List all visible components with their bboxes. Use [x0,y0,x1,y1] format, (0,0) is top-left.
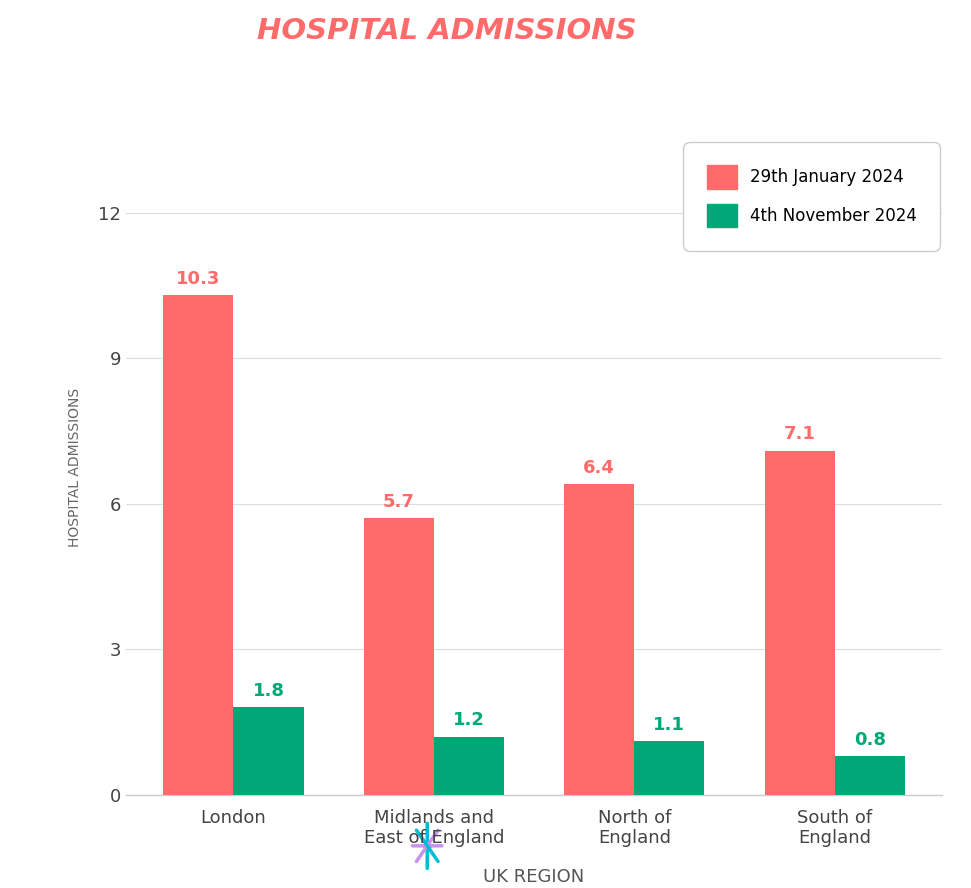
Y-axis label: HOSPITAL ADMISSIONS: HOSPITAL ADMISSIONS [68,388,82,547]
Text: pharmacy: pharmacy [452,850,544,868]
Bar [233,708,304,795]
Legend: 29th January 2024, 4th November 2024: 29th January 2024, 4th November 2024 [690,148,933,244]
Text: 1.8: 1.8 [252,682,285,701]
Text: COMPARING: COMPARING [29,17,237,44]
Text: 1.1: 1.1 [653,716,686,734]
Text: 10.3: 10.3 [176,270,220,289]
Text: 7.1: 7.1 [784,425,816,443]
Bar [764,450,835,795]
Text: HOSPITAL ADMISSIONS: HOSPITAL ADMISSIONS [257,17,637,44]
Text: BY REGION: BY REGION [691,17,880,44]
Bar [163,296,233,795]
Text: click: click [452,829,493,846]
Bar [634,741,704,795]
Bar [364,519,434,795]
X-axis label: UK REGION: UK REGION [484,868,585,886]
Text: 0.8: 0.8 [854,731,886,749]
Text: 5.7: 5.7 [383,493,415,511]
Bar [564,485,634,795]
Text: 1.2: 1.2 [453,711,485,729]
Text: IN JANUARY & NOVEMBER 2024: IN JANUARY & NOVEMBER 2024 [157,77,814,114]
Text: 6.4: 6.4 [584,459,615,477]
Bar [434,736,504,795]
Bar [835,756,905,795]
